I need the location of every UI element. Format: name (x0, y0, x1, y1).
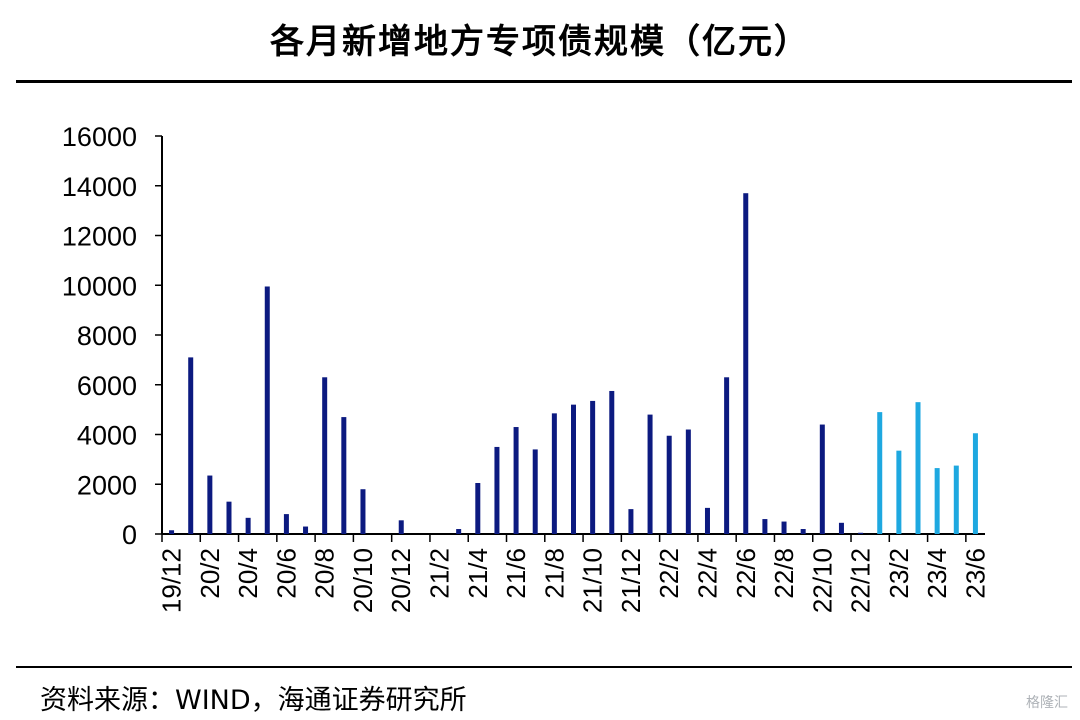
x-tick-label: 21/12 (616, 548, 646, 613)
bar-21/5 (494, 446, 500, 534)
y-tick-label: 12000 (62, 222, 137, 252)
y-tick-label: 14000 (62, 172, 137, 202)
bar-21/7 (532, 449, 538, 534)
footer-rule (16, 666, 1072, 668)
y-tick-label: 10000 (62, 271, 137, 301)
x-tick-label: 21/4 (463, 548, 493, 599)
bar-22/8 (781, 521, 787, 534)
bar-22/6 (743, 193, 749, 534)
bar-21/12 (628, 509, 634, 534)
bar-21/11 (609, 390, 615, 534)
bar-20/1 (188, 357, 194, 534)
bar-19/12 (169, 530, 175, 534)
bar-20/5 (264, 286, 270, 534)
x-tick-label: 20/12 (386, 548, 416, 613)
bar-22/7 (762, 519, 768, 534)
x-tick-label: 20/10 (348, 548, 378, 613)
title-rule (16, 80, 1072, 83)
bar-20/9 (341, 417, 347, 534)
bar-22/1 (647, 414, 653, 534)
x-tick-label: 22/10 (807, 548, 837, 613)
bar-chart: 0 2000 4000 6000 8000 10000 12000 14000 16000 19… (62, 122, 991, 613)
bar-20/10 (360, 489, 366, 534)
y-tick-label: 8000 (77, 321, 137, 351)
bar-22/5 (724, 377, 730, 534)
bar-22/4 (704, 507, 710, 534)
x-tick-label: 22/4 (692, 548, 722, 599)
x-tick-label: 21/10 (578, 548, 608, 613)
x-tick-label: 23/2 (884, 548, 914, 599)
x-tick-label: 23/6 (960, 548, 990, 599)
bar-22/11 (838, 522, 844, 534)
bar-21/6 (513, 427, 519, 534)
x-tick-label: 20/8 (310, 548, 340, 599)
y-tick-label: 0 (122, 520, 137, 550)
x-tick-label: 19/12 (157, 548, 187, 613)
x-tick-label: 23/4 (922, 548, 952, 599)
x-tick-label: 21/6 (501, 548, 531, 599)
bar-20/7 (303, 526, 309, 534)
bar-22/12 (858, 532, 864, 534)
x-tick-label: 22/12 (846, 548, 876, 613)
bar-20/2 (207, 475, 213, 534)
x-tick-label: 20/4 (233, 548, 263, 599)
x-tick-label: 22/6 (731, 548, 761, 599)
bar-20/3 (226, 501, 232, 534)
y-tick-label: 16000 (62, 122, 137, 152)
bar-23/2 (896, 450, 902, 534)
bar-23/5 (953, 465, 959, 534)
bar-21/8 (551, 413, 557, 534)
x-axis: 19/12 20/2 20/4 20/6 20/8 20/10 20/12 21/2 21/4 2… (157, 533, 990, 613)
bar-20/6 (283, 514, 289, 534)
bar-23/6 (972, 433, 978, 534)
y-tick-label: 6000 (77, 371, 137, 401)
x-tick-label: 20/6 (271, 548, 301, 599)
bars (169, 193, 978, 534)
bar-21/10 (590, 400, 596, 534)
bar-20/4 (245, 517, 251, 534)
source-note: 资料来源：WIND，海通证券研究所 (40, 685, 467, 716)
x-tick-label: 21/2 (425, 548, 455, 599)
x-tick-label: 21/8 (539, 548, 569, 599)
bar-22/9 (800, 529, 806, 534)
bar-22/10 (819, 424, 825, 534)
bar-22/3 (685, 429, 691, 534)
bar-22/2 (666, 435, 672, 534)
x-tick-label: 22/8 (769, 548, 799, 599)
bar-23/3 (915, 402, 921, 534)
y-axis: 0 2000 4000 6000 8000 10000 12000 14000 16000 (62, 122, 163, 550)
watermark-logo: 格隆汇 (1026, 695, 1068, 711)
bar-21/9 (571, 404, 576, 534)
x-tick-label: 20/2 (195, 548, 225, 599)
bar-20/12 (398, 520, 404, 534)
bar-23/1 (877, 412, 883, 534)
chart-title: 各月新增地方专项债规模（亿元） (270, 22, 810, 62)
bar-21/4 (475, 483, 481, 534)
bar-20/8 (322, 377, 328, 534)
x-tick-label: 22/2 (654, 548, 684, 599)
bar-23/4 (934, 468, 940, 534)
y-tick-label: 2000 (77, 470, 137, 500)
bar-21/3 (456, 529, 462, 534)
y-tick-label: 4000 (77, 421, 137, 451)
